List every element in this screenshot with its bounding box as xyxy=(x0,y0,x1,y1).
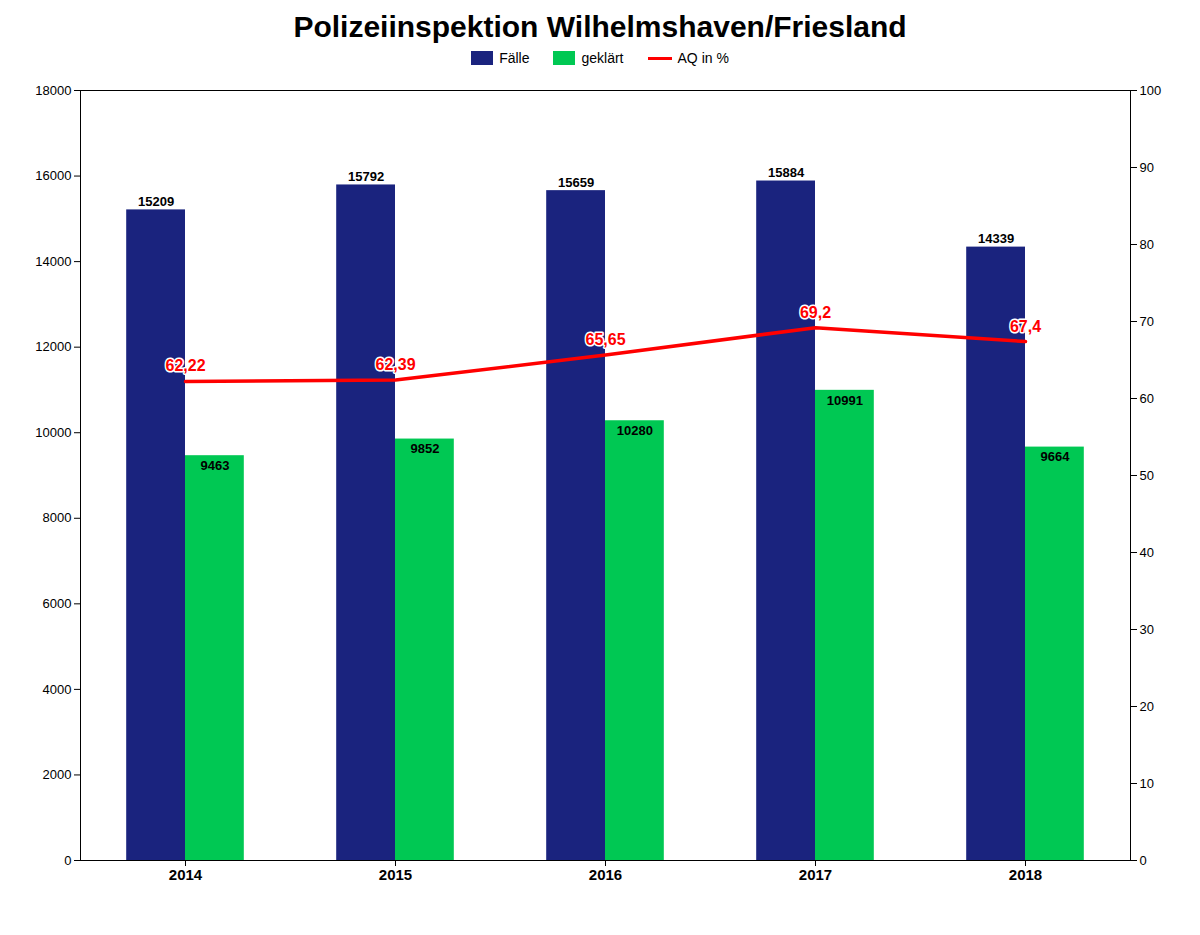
svg-text:20: 20 xyxy=(1140,699,1154,714)
svg-text:90: 90 xyxy=(1140,160,1154,175)
svg-text:9664: 9664 xyxy=(1040,449,1070,464)
html-text:geklärt: geklärt xyxy=(581,50,624,66)
svg-text:16000: 16000 xyxy=(35,168,71,183)
svg-text:14000: 14000 xyxy=(35,254,71,269)
svg-text:2015: 2015 xyxy=(379,866,412,883)
html-text:AQ in %: AQ in % xyxy=(677,50,729,66)
svg-text:15209: 15209 xyxy=(138,194,174,209)
svg-text:9852: 9852 xyxy=(410,441,439,456)
svg-text:9463: 9463 xyxy=(200,458,229,473)
svg-text:15792: 15792 xyxy=(348,169,384,184)
html-text:Fälle: Fälle xyxy=(499,50,530,66)
svg-text:2016: 2016 xyxy=(589,866,622,883)
svg-text:70: 70 xyxy=(1140,314,1154,329)
svg-text:18000: 18000 xyxy=(35,83,71,98)
svg-text:2017: 2017 xyxy=(799,866,832,883)
svg-text:62,39: 62,39 xyxy=(375,356,415,373)
html-text:Polizeiinspektion Wilhelmshave: Polizeiinspektion Wilhelmshaven/Frieslan… xyxy=(293,10,907,43)
svg-text:4000: 4000 xyxy=(43,682,72,697)
svg-text:6000: 6000 xyxy=(43,596,72,611)
svg-text:14339: 14339 xyxy=(978,231,1014,246)
svg-text:65,65: 65,65 xyxy=(585,331,625,348)
svg-text:10280: 10280 xyxy=(617,423,653,438)
svg-text:0: 0 xyxy=(1140,853,1147,868)
svg-text:10991: 10991 xyxy=(827,393,863,408)
svg-text:67,4: 67,4 xyxy=(1010,318,1041,335)
svg-text:2000: 2000 xyxy=(43,767,72,782)
svg-text:80: 80 xyxy=(1140,237,1154,252)
svg-text:10000: 10000 xyxy=(35,425,71,440)
svg-text:2018: 2018 xyxy=(1009,866,1042,883)
svg-text:15659: 15659 xyxy=(558,175,594,190)
svg-text:100: 100 xyxy=(1140,83,1162,98)
svg-text:2014: 2014 xyxy=(169,866,203,883)
svg-text:60: 60 xyxy=(1140,391,1154,406)
svg-text:40: 40 xyxy=(1140,545,1154,560)
svg-text:8000: 8000 xyxy=(43,510,72,525)
svg-text:50: 50 xyxy=(1140,468,1154,483)
svg-text:0: 0 xyxy=(64,853,71,868)
svg-text:10: 10 xyxy=(1140,776,1154,791)
svg-text:69,2: 69,2 xyxy=(800,304,831,321)
svg-text:62,22: 62,22 xyxy=(165,357,205,374)
svg-text:15884: 15884 xyxy=(768,165,805,180)
svg-text:30: 30 xyxy=(1140,622,1154,637)
svg-text:12000: 12000 xyxy=(35,339,71,354)
